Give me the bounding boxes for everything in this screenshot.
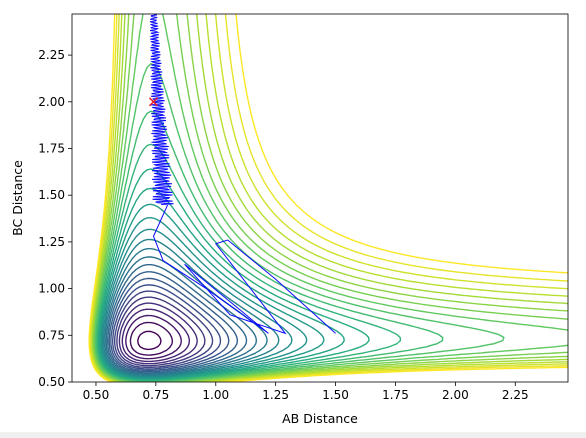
plot-frame [71, 13, 569, 383]
contour-level [96, 143, 402, 382]
contour-level [121, 308, 191, 363]
contour-lines [88, 14, 568, 382]
y-tick-label: 1.25 [38, 235, 65, 249]
contour-level [114, 290, 214, 369]
start-marker [148, 97, 158, 107]
x-tick-label: 2.00 [442, 388, 469, 402]
contour-level [137, 330, 162, 351]
y-tick-label: 1.00 [38, 282, 65, 296]
x-tick-label: 1.00 [202, 388, 229, 402]
y-tick-label: 1.50 [38, 188, 65, 202]
x-axis-label: AB Distance [282, 411, 358, 426]
y-tick-label: 2.00 [38, 95, 65, 109]
contour-level [105, 256, 258, 375]
x-tick-label: 1.25 [262, 388, 289, 402]
trajectory-path [149, 14, 336, 335]
contour-level [98, 187, 345, 381]
contour-level [99, 203, 325, 380]
contour-level [110, 277, 230, 371]
contour-level [118, 302, 198, 365]
y-tick-label: 0.50 [38, 375, 65, 389]
x-axis-ticks: 0.50 0.75 1.00 1.25 1.50 1.75 2.00 2.25 [83, 382, 529, 402]
trajectory [149, 14, 336, 335]
x-tick-label: 1.50 [322, 388, 349, 402]
bottom-strip [0, 432, 586, 438]
contour-level [125, 314, 182, 360]
contour-level [100, 217, 308, 379]
x-tick-label: 2.25 [502, 388, 529, 402]
contour-level [89, 14, 568, 382]
x-tick-label: 0.50 [83, 388, 110, 402]
contour-level [88, 14, 568, 382]
contour-level [112, 284, 222, 370]
y-axis-ticks: 0.50 0.75 1.00 1.25 1.50 1.75 2.00 2.25 [38, 48, 72, 389]
y-axis-label: BC Distance [10, 160, 25, 236]
contour-level [116, 296, 206, 367]
start-marker-x [148, 97, 158, 107]
y-tick-label: 2.25 [38, 48, 65, 62]
y-tick-label: 1.75 [38, 141, 65, 155]
x-tick-label: 1.75 [382, 388, 409, 402]
contour-level [97, 168, 370, 381]
contour-level [102, 238, 280, 377]
x-tick-label: 0.75 [143, 388, 170, 402]
y-tick-label: 0.75 [38, 328, 65, 342]
contour-level [108, 271, 239, 373]
contour-level [129, 321, 174, 356]
contour-level [107, 264, 248, 374]
